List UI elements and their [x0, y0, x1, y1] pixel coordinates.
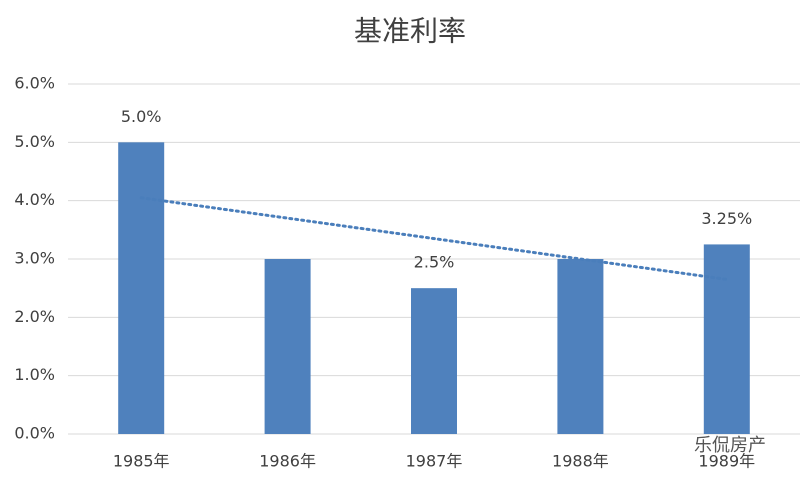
y-tick-label: 1.0%	[14, 365, 55, 384]
bar	[557, 259, 604, 434]
bar	[411, 288, 457, 434]
x-tick-label: 1989年	[698, 452, 755, 471]
y-tick-label: 4.0%	[14, 190, 55, 209]
data-label: 2.5%	[414, 253, 455, 272]
bar	[703, 244, 750, 434]
x-tick-label: 1986年	[259, 452, 316, 471]
bar	[264, 259, 311, 434]
y-tick-label: 3.0%	[14, 249, 55, 268]
trendline	[139, 196, 729, 281]
y-tick-label: 5.0%	[14, 132, 55, 151]
chart-title: 基准利率	[354, 15, 466, 48]
watermark: 乐侃房产	[694, 435, 766, 456]
y-tick-label: 6.0%	[14, 74, 55, 93]
x-tick-label: 1988年	[552, 452, 609, 471]
data-label: 5.0%	[121, 107, 162, 126]
x-tick-label: 1987年	[406, 452, 463, 471]
data-label: 3.25%	[701, 209, 752, 228]
y-tick-label: 2.0%	[14, 307, 55, 326]
y-tick-label: 0.0%	[14, 424, 55, 443]
bar	[118, 142, 165, 435]
x-tick-label: 1985年	[113, 452, 170, 471]
